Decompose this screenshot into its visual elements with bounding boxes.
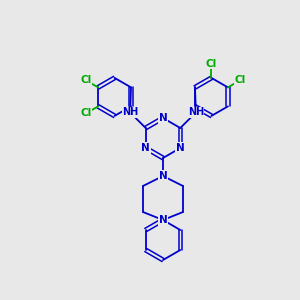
Text: NH: NH bbox=[122, 107, 138, 117]
Text: Cl: Cl bbox=[80, 75, 92, 85]
Text: N: N bbox=[159, 171, 167, 181]
Text: Cl: Cl bbox=[206, 59, 217, 69]
Text: NH: NH bbox=[188, 107, 204, 117]
Text: N: N bbox=[141, 143, 150, 153]
Text: N: N bbox=[176, 143, 185, 153]
Text: Cl: Cl bbox=[234, 75, 246, 85]
Text: N: N bbox=[159, 215, 167, 225]
Text: N: N bbox=[159, 113, 167, 123]
Text: Cl: Cl bbox=[80, 108, 92, 118]
